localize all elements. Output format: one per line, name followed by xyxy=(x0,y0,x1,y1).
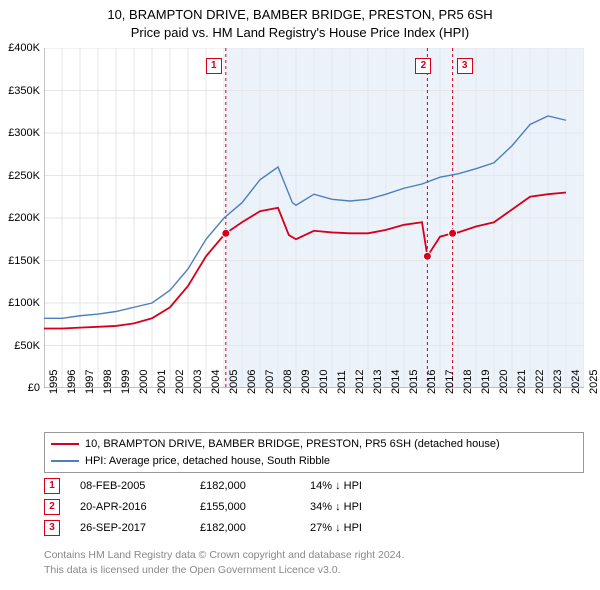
chart-svg xyxy=(44,48,584,388)
y-tick-label: £200K xyxy=(0,212,40,224)
x-tick-label: 2001 xyxy=(156,370,168,394)
y-tick-label: £400K xyxy=(0,42,40,54)
title-block: 10, BRAMPTON DRIVE, BAMBER BRIDGE, PREST… xyxy=(0,0,600,42)
x-tick-label: 1997 xyxy=(84,370,96,394)
y-tick-label: £0 xyxy=(0,382,40,394)
x-tick-label: 2012 xyxy=(354,370,366,394)
sale-date: 20-APR-2016 xyxy=(80,497,200,518)
x-tick-label: 1996 xyxy=(66,370,78,394)
x-tick-label: 2015 xyxy=(408,370,420,394)
sale-row: 2 20-APR-2016£155,00034% ↓ HPI xyxy=(44,497,420,518)
sale-price: £182,000 xyxy=(200,518,310,539)
x-tick-label: 1999 xyxy=(120,370,132,394)
x-tick-label: 2018 xyxy=(462,370,474,394)
sale-marker: 3 xyxy=(44,520,60,536)
title-line1: 10, BRAMPTON DRIVE, BAMBER BRIDGE, PREST… xyxy=(0,6,600,24)
x-tick-label: 2025 xyxy=(588,370,600,394)
sale-hpi: 34% ↓ HPI xyxy=(310,497,420,518)
legend-swatch xyxy=(51,443,79,445)
sale-marker: 1 xyxy=(44,478,60,494)
x-tick-label: 2020 xyxy=(498,370,510,394)
y-tick-label: £150K xyxy=(0,255,40,267)
x-tick-label: 2023 xyxy=(552,370,564,394)
x-tick-label: 2010 xyxy=(318,370,330,394)
x-tick-label: 2009 xyxy=(300,370,312,394)
chart-container: 10, BRAMPTON DRIVE, BAMBER BRIDGE, PREST… xyxy=(0,0,600,590)
chart-area: £0£50K£100K£150K£200K£250K£300K£350K£400… xyxy=(44,48,584,388)
x-tick-label: 2008 xyxy=(282,370,294,394)
legend-item: HPI: Average price, detached house, Sout… xyxy=(51,453,577,470)
sale-hpi: 14% ↓ HPI xyxy=(310,476,420,497)
legend-label: 10, BRAMPTON DRIVE, BAMBER BRIDGE, PREST… xyxy=(85,436,500,453)
footer: Contains HM Land Registry data © Crown c… xyxy=(44,548,404,577)
x-tick-label: 2013 xyxy=(372,370,384,394)
x-tick-label: 2007 xyxy=(264,370,276,394)
y-tick-label: £50K xyxy=(0,340,40,352)
title-line2: Price paid vs. HM Land Registry's House … xyxy=(0,24,600,42)
x-tick-label: 2002 xyxy=(174,370,186,394)
y-tick-label: £100K xyxy=(0,297,40,309)
x-tick-label: 2003 xyxy=(192,370,204,394)
x-tick-label: 2017 xyxy=(444,370,456,394)
sale-row: 3 26-SEP-2017£182,00027% ↓ HPI xyxy=(44,518,420,539)
sale-price: £182,000 xyxy=(200,476,310,497)
y-tick-label: £250K xyxy=(0,170,40,182)
sale-date: 26-SEP-2017 xyxy=(80,518,200,539)
x-tick-label: 2006 xyxy=(246,370,258,394)
x-tick-label: 2004 xyxy=(210,370,222,394)
x-tick-label: 2014 xyxy=(390,370,402,394)
x-tick-label: 1995 xyxy=(48,370,60,394)
legend-swatch xyxy=(51,460,79,462)
footer-line2: This data is licensed under the Open Gov… xyxy=(44,563,404,578)
event-marker: 3 xyxy=(457,58,473,74)
y-tick-label: £350K xyxy=(0,85,40,97)
x-tick-label: 2021 xyxy=(516,370,528,394)
x-tick-label: 1998 xyxy=(102,370,114,394)
x-tick-label: 2005 xyxy=(228,370,240,394)
y-tick-label: £300K xyxy=(0,127,40,139)
sale-row: 1 08-FEB-2005£182,00014% ↓ HPI xyxy=(44,476,420,497)
sale-price: £155,000 xyxy=(200,497,310,518)
sale-data-table: 1 08-FEB-2005£182,00014% ↓ HPI 2 20-APR-201… xyxy=(44,476,420,539)
legend-label: HPI: Average price, detached house, Sout… xyxy=(85,453,330,470)
footer-line1: Contains HM Land Registry data © Crown c… xyxy=(44,548,404,563)
x-tick-label: 2024 xyxy=(570,370,582,394)
event-marker: 1 xyxy=(206,58,222,74)
event-marker: 2 xyxy=(415,58,431,74)
sale-hpi: 27% ↓ HPI xyxy=(310,518,420,539)
x-tick-label: 2022 xyxy=(534,370,546,394)
sale-marker: 2 xyxy=(44,499,60,515)
legend-box: 10, BRAMPTON DRIVE, BAMBER BRIDGE, PREST… xyxy=(44,432,584,473)
x-tick-label: 2000 xyxy=(138,370,150,394)
x-tick-label: 2011 xyxy=(336,370,348,394)
x-tick-label: 2019 xyxy=(480,370,492,394)
sale-date: 08-FEB-2005 xyxy=(80,476,200,497)
legend-item: 10, BRAMPTON DRIVE, BAMBER BRIDGE, PREST… xyxy=(51,436,577,453)
x-tick-label: 2016 xyxy=(426,370,438,394)
